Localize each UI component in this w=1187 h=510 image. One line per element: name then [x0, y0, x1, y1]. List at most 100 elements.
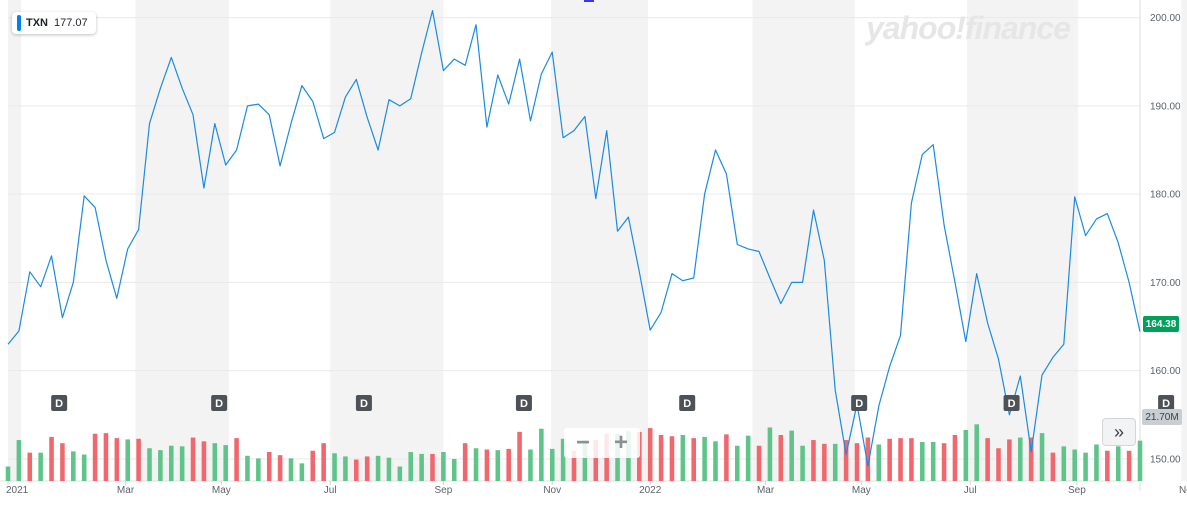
ticker-symbol: TXN: [26, 17, 48, 29]
volume-bar: [909, 438, 914, 481]
volume-bar: [60, 443, 65, 481]
ticker-price: 177.07: [54, 17, 88, 29]
dividend-marker-label: D: [1008, 398, 1016, 410]
volume-bar: [332, 453, 337, 481]
scroll-forward-button[interactable]: »: [1102, 418, 1136, 446]
volume-bar: [484, 449, 490, 481]
volume-bar: [179, 446, 185, 481]
volume-bar: [549, 448, 555, 481]
volume-bar: [245, 455, 250, 481]
volume-bar: [1115, 446, 1121, 481]
x-tick-label: 2021: [6, 485, 29, 496]
volume-bar: [5, 466, 11, 481]
volume-bar: [266, 452, 272, 481]
month-band: [330, 0, 444, 481]
x-tick-label: Mar: [117, 485, 135, 496]
volume-bar: [1007, 439, 1012, 481]
y-tick-label: 160.00: [1150, 366, 1181, 377]
volume-bar: [658, 435, 664, 481]
month-band: [1181, 0, 1187, 481]
zoom-controls: − +: [564, 428, 640, 458]
volume-bar: [1126, 450, 1132, 481]
volume-bar: [310, 450, 316, 481]
volume-bar: [495, 450, 501, 481]
volume-bar: [1094, 444, 1099, 481]
volume-bar: [811, 440, 816, 481]
volume-bar: [800, 445, 805, 481]
volume-bar: [898, 438, 903, 481]
volume-bar: [647, 428, 653, 481]
ticker-chip[interactable]: TXN 177.07: [12, 12, 96, 34]
volume-bar: [528, 449, 533, 481]
volume-bar: [506, 448, 511, 481]
dividend-marker[interactable]: [1003, 395, 1020, 411]
dividend-marker[interactable]: [515, 395, 532, 411]
dividend-marker[interactable]: [851, 395, 868, 411]
dividend-marker[interactable]: [1158, 395, 1175, 411]
volume-bar: [158, 450, 163, 481]
volume-bar: [724, 434, 729, 481]
volume-bar: [16, 440, 22, 481]
volume-bar: [996, 448, 1001, 481]
x-tick-label: Nov: [1179, 485, 1187, 496]
volume-badge: 21.70M: [1142, 409, 1182, 425]
volume-bar: [756, 445, 762, 481]
volume-bar: [691, 438, 697, 481]
dividend-marker[interactable]: [51, 395, 68, 411]
x-tick-label: Jul: [324, 485, 337, 496]
volume-bar: [539, 428, 544, 481]
volume-bar: [745, 435, 751, 481]
volume-bar: [27, 452, 33, 481]
volume-bar: [1017, 437, 1023, 481]
volume-bar: [81, 454, 87, 481]
volume-bar: [593, 440, 599, 481]
volume-bar: [277, 455, 283, 481]
volume-bar: [571, 450, 577, 481]
volume-bar: [288, 458, 294, 481]
dividend-marker-label: D: [855, 398, 863, 410]
y-tick-label: 200.00: [1150, 13, 1181, 24]
zoom-in-button[interactable]: +: [613, 429, 628, 456]
volume-bar: [560, 438, 566, 481]
volume-bar: [1072, 449, 1077, 481]
dividend-marker[interactable]: [679, 395, 696, 411]
volume-bar: [778, 435, 784, 481]
volume-bar: [1050, 452, 1056, 481]
dividend-marker[interactable]: [211, 395, 228, 411]
volume-bar: [451, 458, 457, 481]
x-tick-label: Nov: [543, 485, 561, 496]
volume-bar: [952, 435, 958, 481]
volume-bar: [441, 452, 446, 481]
x-tick-label: May: [212, 485, 231, 496]
volume-bar: [49, 436, 54, 481]
dividend-marker[interactable]: [355, 395, 372, 411]
volume-bar: [963, 429, 969, 481]
x-tick-label: Sep: [434, 485, 452, 496]
volume-bar: [201, 441, 207, 481]
x-tick-label: Jul: [964, 485, 977, 496]
x-tick-label: Sep: [1068, 485, 1086, 496]
volume-bar: [669, 436, 675, 481]
volume-bar: [1061, 446, 1067, 481]
volume-bar: [386, 457, 392, 481]
y-tick-label: 190.00: [1150, 101, 1181, 112]
x-tick-label: 2022: [639, 485, 662, 496]
month-band: [551, 0, 649, 481]
yahoo-finance-logo: yahoo!finance: [866, 10, 1071, 46]
range-handle[interactable]: [584, 0, 594, 2]
volume-bar: [713, 441, 718, 481]
volume-bar: [103, 433, 109, 481]
current-price-badge: 164.38: [1143, 316, 1179, 332]
zoom-out-button[interactable]: −: [575, 429, 590, 456]
volume-bar: [168, 445, 174, 481]
volume-bar: [941, 443, 947, 481]
volume-bar: [223, 445, 228, 481]
volume-bar: [985, 438, 990, 481]
volume-bar: [1039, 433, 1045, 481]
volume-bar: [582, 440, 588, 481]
volume-bar: [1105, 450, 1110, 481]
volume-bar: [190, 437, 196, 481]
volume-bar: [734, 445, 740, 481]
volume-bar: [375, 455, 381, 481]
